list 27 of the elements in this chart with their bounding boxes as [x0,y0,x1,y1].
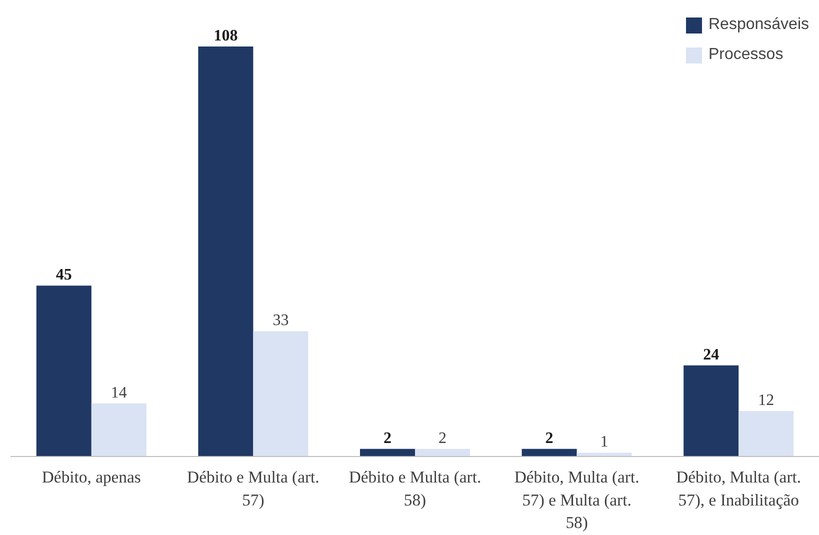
x-tick-label: Débito, apenas [42,468,141,486]
data-label: 2 [545,430,554,447]
bar [415,448,470,456]
data-label: 12 [758,392,774,409]
bar [738,410,794,456]
bar [684,365,739,456]
data-label: 1 [600,434,608,451]
legend-label: Responsáveis [708,16,809,34]
bar [198,46,254,456]
data-label: 45 [56,266,72,284]
bar [36,286,92,456]
x-tick-label: Débito, Multa (art. 57) e Multa (art. 58) [514,468,640,532]
bar [360,448,415,456]
bar [91,403,146,456]
x-tick-label: Débito e Multa (art. 57) [187,468,320,510]
data-label: 108 [214,28,238,44]
legend-label: Processos [708,46,784,64]
data-label: 2 [383,430,392,447]
bar [576,452,632,456]
bar [522,448,577,456]
x-tick-label: Débito e Multa (art. 58) [348,468,482,510]
data-label: 24 [703,346,720,364]
x-tick-label: Débito, Multa (art. 57), e Inabilitação [676,468,802,510]
data-label: 2 [438,430,447,447]
bar [253,331,308,456]
data-label: 33 [272,312,289,330]
data-label: 14 [110,384,127,402]
